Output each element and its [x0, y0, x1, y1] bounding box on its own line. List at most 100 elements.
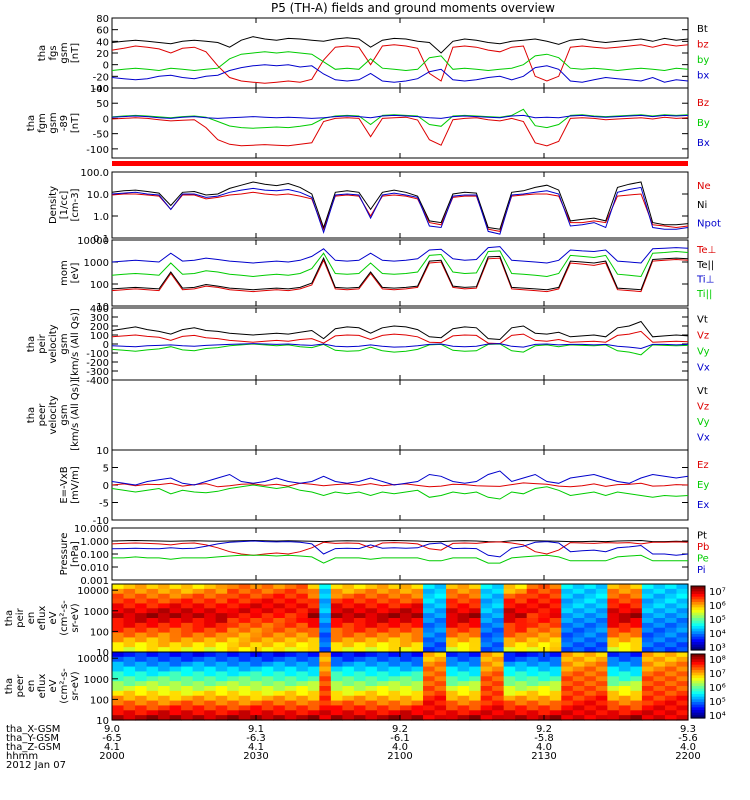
spectrogram-cell: [446, 676, 459, 682]
spectrogram-cell: [215, 690, 228, 697]
panel-fgm-ylabel-label: fgm: [37, 113, 48, 133]
spectrogram-cell: [653, 690, 666, 697]
spectrogram-cell: [342, 593, 355, 600]
spectrogram-cell: [158, 690, 171, 697]
spectrogram-cell: [296, 637, 309, 643]
spectrogram-cell: [330, 656, 343, 663]
spectrogram-cell: [457, 613, 470, 619]
spectrogram-cell: [238, 661, 251, 668]
spectrogram-cell: [618, 622, 631, 629]
spectrogram-cell: [135, 588, 148, 595]
spectrogram-cell: [503, 593, 516, 600]
spectrogram-cell: [330, 588, 343, 595]
spectrogram-cell: [400, 671, 413, 677]
spectrogram-cell: [411, 608, 424, 614]
spectrogram-cell: [607, 676, 620, 682]
colorbar-segment: [691, 678, 705, 682]
spectrogram-cell: [123, 632, 136, 639]
spectrogram-cell: [526, 715, 539, 721]
spectrogram-cell: [273, 715, 286, 721]
spectrogram-cell: [584, 671, 597, 677]
spectrogram-cell: [146, 710, 159, 716]
spectrogram-peer-eflux-ylabel-label: eflux: [37, 674, 48, 699]
spectrogram-cell: [215, 700, 228, 707]
spectrogram-cell: [457, 686, 470, 692]
series-line-Bt: [111, 36, 689, 54]
spectrogram-cell: [353, 618, 367, 624]
spectrogram-cell: [250, 671, 263, 677]
series-line-Bx: [111, 114, 689, 119]
spectrogram-cell: [618, 632, 631, 639]
spectrogram-cell: [400, 603, 413, 609]
spectrogram-peer-eflux-ylabel-label: eV: [48, 679, 59, 692]
spectrogram-cell: [204, 676, 217, 682]
spectrogram-cell: [549, 656, 562, 663]
colorbar-tick-label: 10⁸: [709, 655, 726, 666]
spectrogram-cell: [538, 637, 551, 643]
spectrogram-cell: [434, 618, 447, 624]
spectrogram-cell: [238, 676, 251, 682]
spectrogram-cell: [307, 608, 320, 614]
spectrogram-cell: [630, 671, 643, 677]
spectrogram-cell: [607, 627, 620, 634]
spectrogram-cell: [146, 622, 159, 629]
spectrogram-cell: [123, 695, 136, 702]
ytick-label: 50: [96, 99, 109, 110]
legend-Npot: Npot: [697, 219, 721, 230]
colorbar-frame: [690, 585, 706, 651]
spectrogram-cell: [446, 608, 459, 614]
spectrogram-cell: [618, 661, 631, 668]
series-line-Vx: [111, 343, 689, 350]
spectrogram-cell: [261, 622, 274, 629]
spectrogram-cell: [307, 613, 320, 619]
spectrogram-cell: [123, 661, 136, 668]
spectrogram-cell: [296, 652, 309, 658]
legend-Vz: Vz: [697, 330, 709, 341]
spectrogram-cell: [595, 584, 608, 590]
spectrogram-cell: [376, 613, 390, 619]
spectrogram-cell: [284, 690, 297, 697]
spectrogram-cell: [561, 715, 574, 721]
spectrogram-cell: [584, 690, 597, 697]
spectrogram-cell: [227, 715, 240, 721]
series-line-Npot: [111, 186, 689, 235]
spectrogram-cell: [353, 710, 367, 716]
spectrogram-cell: [158, 676, 171, 682]
spectrogram-cell: [135, 647, 148, 653]
ytick-label: -100: [86, 145, 109, 156]
spectrogram-cell: [595, 676, 608, 682]
spectrogram-cell: [307, 656, 320, 663]
spectrogram-cell: [664, 642, 678, 648]
spectrogram-cell: [123, 652, 136, 658]
spectrogram-cell: [273, 676, 286, 682]
spectrogram-cell: [342, 671, 355, 677]
spectrogram-cell: [676, 642, 689, 648]
spectrogram-cell: [123, 588, 136, 595]
spectrogram-cell: [169, 681, 182, 687]
ytick-label: -20: [93, 72, 109, 83]
colorbar-segment: [691, 599, 705, 603]
spectrogram-cell: [284, 647, 297, 653]
spectrogram-cell: [526, 695, 539, 702]
spectrogram-cell: [423, 666, 436, 673]
spectrogram-cell: [388, 671, 401, 677]
spectrogram-cell: [538, 622, 551, 629]
spectrogram-cell: [664, 593, 678, 600]
spectrogram-cell: [503, 681, 516, 687]
spectrogram-cell: [227, 671, 240, 677]
spectrogram-peir-eflux-ylabel-label: eflux: [37, 606, 48, 631]
spectrogram-cell: [538, 690, 551, 697]
spectrogram-cell: [146, 656, 159, 663]
spectrogram-cell: [664, 647, 678, 653]
spectrogram-cell: [515, 593, 528, 600]
orbit-row-label: hhmm: [6, 751, 38, 762]
spectrogram-cell: [515, 705, 528, 711]
spectrogram-cell: [238, 690, 251, 697]
spectrogram-cell: [561, 676, 574, 682]
spectrogram-cell: [538, 608, 551, 614]
spectrogram-cell: [641, 637, 655, 643]
spectrogram-cell: [388, 661, 401, 668]
orbit-row-value: 9.0: [104, 724, 120, 735]
spectrogram-cell: [112, 700, 125, 707]
spectrogram-cell: [192, 632, 205, 639]
